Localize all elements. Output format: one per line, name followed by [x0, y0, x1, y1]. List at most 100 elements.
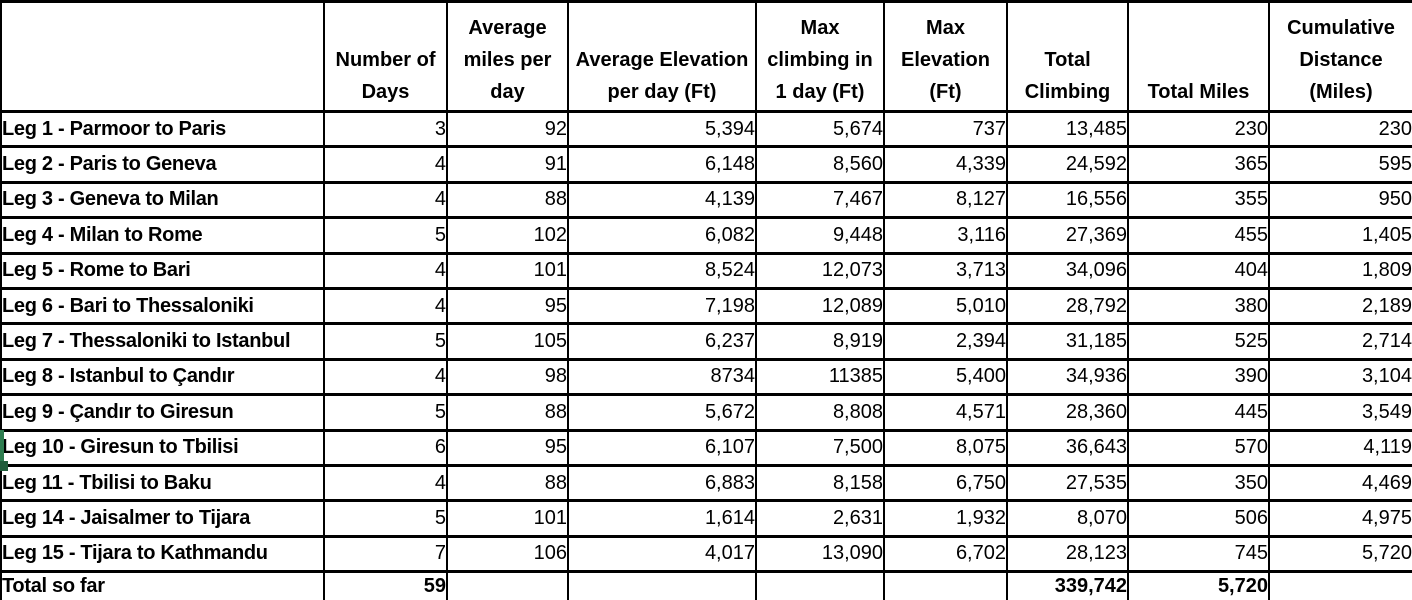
cell-avg_miles[interactable]: 88: [446, 393, 569, 432]
cell-total_climb[interactable]: 28,360: [1006, 393, 1129, 432]
cell-max_elev[interactable]: 8,127: [883, 180, 1008, 220]
cell-total_climb[interactable]: 16,556: [1006, 180, 1129, 220]
cell-avg_elev[interactable]: 7,198: [567, 286, 757, 326]
cell-cum_dist[interactable]: 230: [1268, 109, 1412, 149]
cell-total_miles[interactable]: 355: [1127, 180, 1270, 220]
cell-total_miles[interactable]: 525: [1127, 322, 1270, 361]
cell-total_miles[interactable]: 365: [1127, 145, 1270, 184]
column-header-total-climbing[interactable]: Total Climbing: [1006, 0, 1129, 113]
total-cell-total_climb[interactable]: 339,742: [1006, 570, 1129, 600]
total-cell-max_elev[interactable]: [883, 570, 1008, 600]
cell-cum_dist[interactable]: 4,469: [1268, 463, 1412, 503]
total-cell-total_miles[interactable]: 5,720: [1127, 570, 1270, 600]
column-header-leg[interactable]: [0, 0, 325, 113]
cell-avg_miles[interactable]: 92: [446, 109, 569, 149]
cell-avg_miles[interactable]: 98: [446, 357, 569, 397]
cell-max_climb[interactable]: 9,448: [755, 216, 885, 255]
column-header-cumulative-distance[interactable]: Cumulative Distance (Miles): [1268, 0, 1412, 113]
cell-total_climb[interactable]: 28,123: [1006, 534, 1129, 574]
cell-avg_elev[interactable]: 8,524: [567, 251, 757, 290]
cell-days[interactable]: 4: [323, 251, 448, 290]
column-header-total-miles[interactable]: Total Miles: [1127, 0, 1270, 113]
cell-leg[interactable]: Leg 14 - Jaisalmer to Tijara: [0, 499, 325, 538]
total-cell-avg_miles[interactable]: [446, 570, 569, 600]
cell-days[interactable]: 4: [323, 286, 448, 326]
total-cell-cum_dist[interactable]: [1268, 570, 1412, 600]
cell-leg[interactable]: Leg 10 - Giresun to Tbilisi: [0, 428, 325, 467]
cell-total_miles[interactable]: 445: [1127, 393, 1270, 432]
cell-total_miles[interactable]: 506: [1127, 499, 1270, 538]
cell-max_climb[interactable]: 13,090: [755, 534, 885, 574]
cell-total_climb[interactable]: 34,936: [1006, 357, 1129, 397]
cell-avg_elev[interactable]: 4,139: [567, 180, 757, 220]
cell-leg[interactable]: Leg 7 - Thessaloniki to Istanbul: [0, 322, 325, 361]
cell-total_climb[interactable]: 27,369: [1006, 216, 1129, 255]
cell-avg_miles[interactable]: 95: [446, 286, 569, 326]
cell-total_miles[interactable]: 350: [1127, 463, 1270, 503]
cell-cum_dist[interactable]: 3,104: [1268, 357, 1412, 397]
cell-max_elev[interactable]: 4,571: [883, 393, 1008, 432]
cell-avg_miles[interactable]: 88: [446, 463, 569, 503]
cell-cum_dist[interactable]: 4,975: [1268, 499, 1412, 538]
cell-max_climb[interactable]: 2,631: [755, 499, 885, 538]
cell-max_climb[interactable]: 8,919: [755, 322, 885, 361]
cell-leg[interactable]: Leg 6 - Bari to Thessaloniki: [0, 286, 325, 326]
cell-total_climb[interactable]: 8,070: [1006, 499, 1129, 538]
column-header-max-elevation[interactable]: Max Elevation (Ft): [883, 0, 1008, 113]
cell-days[interactable]: 5: [323, 216, 448, 255]
cell-days[interactable]: 5: [323, 322, 448, 361]
cell-days[interactable]: 5: [323, 393, 448, 432]
cell-total_miles[interactable]: 570: [1127, 428, 1270, 467]
cell-leg[interactable]: Leg 11 - Tbilisi to Baku: [0, 463, 325, 503]
cell-avg_elev[interactable]: 1,614: [567, 499, 757, 538]
cell-total_climb[interactable]: 31,185: [1006, 322, 1129, 361]
cell-leg[interactable]: Leg 2 - Paris to Geneva: [0, 145, 325, 184]
cell-max_climb[interactable]: 8,808: [755, 393, 885, 432]
cell-max_climb[interactable]: 12,089: [755, 286, 885, 326]
cell-leg[interactable]: Leg 3 - Geneva to Milan: [0, 180, 325, 220]
cell-avg_elev[interactable]: 8734: [567, 357, 757, 397]
cell-total_climb[interactable]: 36,643: [1006, 428, 1129, 467]
cell-avg_miles[interactable]: 91: [446, 145, 569, 184]
column-header-avg-elevation[interactable]: Average Elevation per day (Ft): [567, 0, 757, 113]
cell-max_elev[interactable]: 1,932: [883, 499, 1008, 538]
cell-days[interactable]: 4: [323, 463, 448, 503]
cell-avg_elev[interactable]: 5,672: [567, 393, 757, 432]
column-header-number-of-days[interactable]: Number of Days: [323, 0, 448, 113]
cell-leg[interactable]: Leg 8 - Istanbul to Çandır: [0, 357, 325, 397]
cell-avg_elev[interactable]: 6,082: [567, 216, 757, 255]
cell-total_climb[interactable]: 13,485: [1006, 109, 1129, 149]
cell-avg_elev[interactable]: 6,237: [567, 322, 757, 361]
cell-max_elev[interactable]: 6,702: [883, 534, 1008, 574]
cell-max_elev[interactable]: 5,010: [883, 286, 1008, 326]
cell-max_elev[interactable]: 4,339: [883, 145, 1008, 184]
total-cell-max_climb[interactable]: [755, 570, 885, 600]
cell-avg_elev[interactable]: 4,017: [567, 534, 757, 574]
cell-cum_dist[interactable]: 5,720: [1268, 534, 1412, 574]
cell-total_miles[interactable]: 404: [1127, 251, 1270, 290]
cell-max_climb[interactable]: 8,158: [755, 463, 885, 503]
cell-max_climb[interactable]: 8,560: [755, 145, 885, 184]
cell-leg[interactable]: Leg 5 - Rome to Bari: [0, 251, 325, 290]
cell-total_climb[interactable]: 24,592: [1006, 145, 1129, 184]
column-header-avg-miles-per-day[interactable]: Average miles per day: [446, 0, 569, 113]
cell-max_climb[interactable]: 12,073: [755, 251, 885, 290]
cell-cum_dist[interactable]: 4,119: [1268, 428, 1412, 467]
cell-total_climb[interactable]: 34,096: [1006, 251, 1129, 290]
cell-days[interactable]: 7: [323, 534, 448, 574]
cell-total_climb[interactable]: 27,535: [1006, 463, 1129, 503]
cell-avg_miles[interactable]: 106: [446, 534, 569, 574]
cell-days[interactable]: 3: [323, 109, 448, 149]
cell-total_miles[interactable]: 230: [1127, 109, 1270, 149]
cell-leg[interactable]: Leg 15 - Tijara to Kathmandu: [0, 534, 325, 574]
cell-max_climb[interactable]: 7,500: [755, 428, 885, 467]
cell-total_miles[interactable]: 745: [1127, 534, 1270, 574]
total-cell-avg_elev[interactable]: [567, 570, 757, 600]
cell-days[interactable]: 6: [323, 428, 448, 467]
cell-cum_dist[interactable]: 3,549: [1268, 393, 1412, 432]
cell-avg_miles[interactable]: 102: [446, 216, 569, 255]
cell-max_elev[interactable]: 3,116: [883, 216, 1008, 255]
column-header-max-climbing[interactable]: Max climbing in 1 day (Ft): [755, 0, 885, 113]
cell-avg_elev[interactable]: 6,148: [567, 145, 757, 184]
cell-max_elev[interactable]: 6,750: [883, 463, 1008, 503]
